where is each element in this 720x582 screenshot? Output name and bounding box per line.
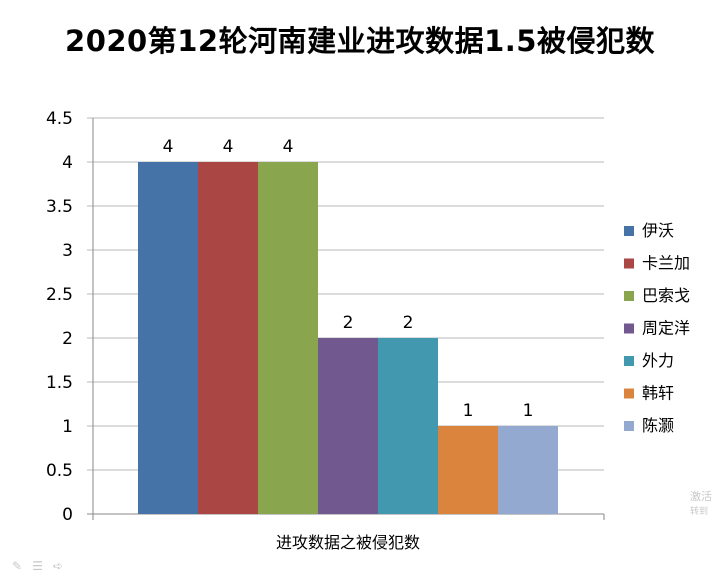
bar-3 bbox=[258, 162, 318, 514]
legend-label: 周定洋 bbox=[642, 319, 690, 338]
y-tick-label: 4 bbox=[62, 153, 73, 173]
y-tick-label: 2 bbox=[62, 329, 73, 349]
legend-label: 陈灏 bbox=[642, 416, 674, 435]
legend-label: 韩轩 bbox=[642, 384, 674, 403]
data-label: 1 bbox=[463, 401, 474, 421]
x-axis-label: 进攻数据之被侵犯数 bbox=[276, 533, 420, 552]
data-label: 4 bbox=[163, 137, 174, 157]
y-tick-label: 0.5 bbox=[46, 461, 73, 481]
legend-label: 卡兰加 bbox=[642, 254, 690, 273]
chart-title: 2020第12轮河南建业进攻数据1.5被侵犯数 bbox=[65, 24, 655, 58]
y-tick-label: 1 bbox=[62, 417, 73, 437]
data-labels: 4 4 4 2 2 1 1 bbox=[163, 137, 534, 421]
legend-label: 外力 bbox=[642, 351, 674, 370]
legend-swatch bbox=[624, 356, 634, 366]
data-label: 2 bbox=[403, 313, 414, 333]
legend-swatch bbox=[624, 258, 634, 269]
data-label: 4 bbox=[223, 137, 234, 157]
watermark-line2: 转到 bbox=[690, 507, 709, 517]
legend-swatch bbox=[624, 421, 634, 431]
y-axis-ticks: 0 0.5 1 1.5 2 2.5 3 3.5 4 4.5 bbox=[46, 109, 73, 525]
data-label: 1 bbox=[523, 401, 534, 421]
data-label: 4 bbox=[283, 137, 294, 157]
y-tick-label: 2.5 bbox=[46, 285, 73, 305]
legend-swatch bbox=[624, 323, 634, 334]
y-tick-label: 1.5 bbox=[46, 373, 73, 393]
legend-swatch bbox=[624, 388, 634, 399]
watermark: 激活 转到 bbox=[690, 488, 712, 517]
bar-5 bbox=[378, 338, 438, 514]
legend-swatch bbox=[624, 226, 634, 236]
legend-label: 巴索戈 bbox=[642, 286, 690, 305]
legend-swatch bbox=[624, 291, 634, 301]
y-tick-label: 3 bbox=[62, 241, 73, 261]
y-tick-label: 4.5 bbox=[46, 109, 73, 129]
y-tick-label: 0 bbox=[62, 505, 73, 525]
bars bbox=[138, 162, 558, 514]
pen-icon[interactable]: ✎ bbox=[12, 559, 23, 573]
bar-6 bbox=[438, 426, 498, 514]
arrow-right-icon[interactable]: ➪ bbox=[52, 559, 63, 573]
bar-1 bbox=[138, 162, 198, 514]
y-tick-label: 3.5 bbox=[46, 197, 73, 217]
bar-2 bbox=[198, 162, 258, 514]
menu-icon[interactable]: ☰ bbox=[32, 559, 43, 573]
data-label: 2 bbox=[343, 313, 354, 333]
watermark-line1: 激活 bbox=[690, 490, 712, 503]
legend-label: 伊沃 bbox=[642, 221, 674, 240]
bottom-toolbar: ✎ ☰ ➪ bbox=[12, 559, 63, 573]
bar-7 bbox=[498, 426, 558, 514]
bar-4 bbox=[318, 338, 378, 514]
